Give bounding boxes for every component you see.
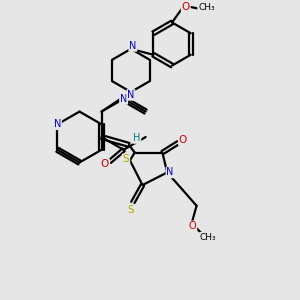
Text: O: O — [189, 221, 196, 231]
Text: O: O — [101, 160, 109, 170]
Text: CH₃: CH₃ — [200, 232, 217, 242]
Text: N: N — [120, 94, 127, 104]
Text: N: N — [129, 41, 137, 51]
Text: O: O — [182, 2, 190, 12]
Text: N: N — [127, 90, 135, 100]
Text: H: H — [133, 133, 140, 143]
Text: N: N — [54, 119, 61, 129]
Text: O: O — [179, 135, 187, 145]
Text: N: N — [167, 167, 174, 178]
Text: CH₃: CH₃ — [198, 3, 214, 12]
Text: S: S — [128, 205, 134, 214]
Text: S: S — [123, 154, 129, 164]
